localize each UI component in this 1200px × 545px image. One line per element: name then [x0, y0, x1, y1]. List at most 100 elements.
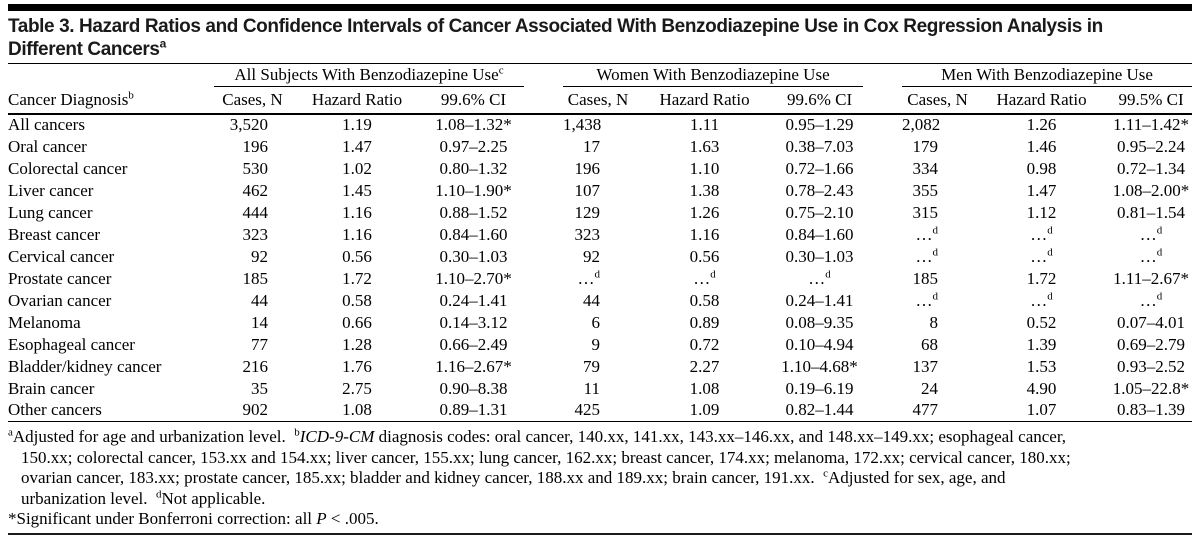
diagnosis-cell: Liver cancer	[8, 180, 94, 200]
hazard-ratio-cell: 1.12	[1026, 202, 1057, 222]
ci-cell: 0.24–1.41	[439, 290, 508, 310]
cases-cell: 24	[921, 378, 939, 398]
column-header-hazard-ratio: Hazard Ratio	[633, 86, 777, 115]
ci-cell: 0.24–1.41	[785, 290, 854, 310]
table-row: Bladder/kidney cancer 216 1.76 1.16–2.67* 79…	[8, 356, 1192, 378]
not-applicable-superscript: d	[825, 267, 831, 280]
column-gap	[524, 180, 563, 202]
ci-cell: 0.66–2.49	[439, 334, 508, 354]
group-label: Women With Benzodiazepine Use	[596, 65, 830, 84]
group-header-all-subjects: All Subjects With Benzodiazepine Usec	[214, 63, 525, 87]
cases-cell: 1,438	[563, 115, 602, 134]
footnote-text: Not applicable.	[161, 488, 266, 508]
cases-cell: 216	[242, 356, 269, 376]
group-header-spacer	[8, 64, 214, 87]
footnote-marker: b	[294, 426, 300, 439]
column-gap	[863, 64, 902, 87]
top-rule	[8, 4, 1192, 11]
footnote-line: 150.xx; colorectal cancer, 153.xx and 15…	[8, 448, 1192, 469]
ci-cell: 1.16–2.67*	[435, 356, 512, 376]
column-gap	[524, 64, 563, 87]
cases-cell: 902	[214, 399, 291, 422]
ci-cell: 0.81–1.54	[1117, 202, 1186, 222]
hazard-ratio-cell: 4.90	[1026, 378, 1057, 398]
cases-cell: 2,082	[902, 115, 941, 134]
column-gap	[524, 136, 563, 158]
hazard-ratio-cell: 1.26	[1026, 115, 1057, 134]
not-applicable-superscript: d	[1156, 245, 1163, 258]
column-header-cases: Cases, N	[902, 86, 974, 115]
column-header-ci: 99.6% CI	[423, 86, 525, 115]
hazard-ratio-cell: 1.16	[689, 224, 720, 244]
column-header-cancer-diagnosis: Cancer Diagnosisb	[8, 86, 214, 115]
cases-cell: 92	[251, 246, 268, 266]
footnote-text: < .005.	[326, 509, 379, 528]
column-gap	[863, 290, 902, 312]
ci-cell: 0.07–4.01	[1117, 312, 1186, 332]
hazard-ratio-cell: 1.07	[973, 399, 1111, 422]
footnote-italic-text: P	[316, 509, 327, 528]
diagnosis-cell: All cancers	[8, 115, 85, 134]
table-row: Esophageal cancer 77 1.28 0.66–2.49 9 0.72 0.1…	[8, 334, 1192, 356]
title-line2: Different Cancers	[8, 39, 160, 60]
footnote-italic-text: ICD-9-CM	[299, 427, 375, 446]
cases-cell: 44	[251, 290, 268, 310]
not-applicable-superscript: d	[1047, 289, 1053, 302]
ci-cell: …d	[1139, 289, 1163, 310]
hazard-ratio-table: All Subjects With Benzodiazepine Usec Wo…	[8, 63, 1193, 422]
column-gap	[863, 114, 902, 136]
table-body: All cancers 3,520 1.19 1.08–1.32* 1,438 1.11 0…	[8, 114, 1193, 422]
hazard-ratio-cell: 0.89	[689, 312, 720, 332]
table-row: All cancers 3,520 1.19 1.08–1.32* 1,438 1.11 0…	[8, 114, 1192, 136]
bottom-rule	[8, 532, 1192, 535]
hazard-ratio-cell: …d	[1030, 289, 1053, 310]
cases-cell: 185	[242, 268, 269, 288]
hazard-ratio-cell: 0.66	[342, 312, 372, 332]
group-header-row: All Subjects With Benzodiazepine Usec Wo…	[8, 63, 1193, 87]
table-row: Colorectal cancer 530 1.02 0.80–1.32 196 1.10…	[8, 158, 1192, 180]
column-gap	[524, 290, 563, 312]
table-row: Liver cancer 462 1.45 1.10–1.90* 107 1.38 0.78…	[8, 180, 1192, 202]
column-header-ci: 99.6% CI	[776, 86, 864, 115]
cases-cell: 68	[921, 334, 939, 354]
ci-cell: 0.30–1.03	[785, 246, 854, 266]
diagnosis-cell: Other cancers	[8, 399, 214, 422]
ci-cell: 1.05–22.8*	[1112, 378, 1190, 398]
ci-cell: 0.80–1.32	[439, 158, 508, 178]
hazard-ratio-cell: 1.08	[291, 399, 423, 422]
cases-cell: 92	[583, 246, 601, 266]
cases-cell: 77	[251, 334, 268, 354]
column-header-row: Cancer Diagnosisb Cases, N Hazard Ratio …	[8, 86, 1193, 115]
cases-cell: 3,520	[229, 115, 268, 134]
column-header-ci: 99.5% CI	[1110, 86, 1193, 115]
footnote-text: Adjusted for sex, age, and	[828, 468, 1006, 487]
diagnosis-cell: Melanoma	[8, 312, 81, 332]
hazard-ratio-cell: 1.09	[633, 399, 777, 422]
column-gap	[524, 86, 564, 115]
hazard-ratio-cell: 1.16	[342, 224, 372, 244]
ci-cell: 0.72–1.66	[785, 158, 854, 178]
hazard-ratio-cell: 0.58	[689, 290, 720, 310]
footnote-marker: a	[8, 426, 13, 439]
not-applicable-superscript: d	[1156, 289, 1163, 302]
hazard-ratio-cell: 0.56	[689, 246, 720, 266]
cases-cell: 79	[583, 356, 601, 376]
footnote-text: diagnosis codes: oral cancer, 140.xx, 14…	[374, 427, 1067, 446]
ci-cell: 0.75–2.10	[785, 202, 854, 222]
diagnosis-cell: Cervical cancer	[8, 246, 115, 266]
ci-cell: 0.84–1.60	[785, 224, 854, 244]
column-header-cases: Cases, N	[563, 86, 634, 115]
table-row: Prostate cancer 185 1.72 1.10–2.70* …d …d …d 18…	[8, 268, 1192, 290]
column-gap	[524, 334, 563, 356]
cases-cell: …d	[577, 267, 601, 288]
hazard-ratio-cell: 2.75	[342, 378, 372, 398]
diagnosis-cell: Breast cancer	[8, 224, 101, 244]
cases-cell: …d	[915, 223, 939, 244]
hazard-ratio-cell: 1.72	[1026, 268, 1057, 288]
ci-cell: 0.10–4.94	[785, 334, 854, 354]
not-applicable-superscript: d	[1047, 245, 1053, 258]
column-gap	[524, 224, 563, 246]
column-gap	[863, 399, 903, 422]
column-header-hazard-ratio: Hazard Ratio	[291, 86, 423, 115]
hazard-ratio-cell: 1.63	[689, 136, 720, 156]
